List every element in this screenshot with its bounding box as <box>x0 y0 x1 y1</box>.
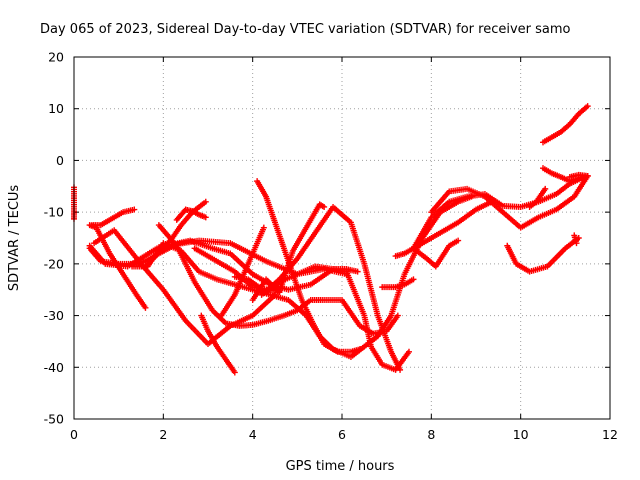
grid <box>74 57 610 419</box>
x-axis-label: GPS time / hours <box>286 459 395 474</box>
data-point <box>142 304 149 311</box>
data-point <box>260 224 267 231</box>
data-point <box>542 185 549 192</box>
data-point <box>202 198 209 205</box>
y-tick-label: -10 <box>44 205 64 220</box>
series-track-17 <box>392 197 497 260</box>
y-tick-label: 10 <box>48 101 64 116</box>
series-track-20 <box>410 175 584 252</box>
data-point <box>584 172 591 179</box>
y-tick-label: 20 <box>48 50 64 65</box>
series-track-9 <box>173 206 209 223</box>
y-tick-label: -40 <box>44 360 64 375</box>
data-point <box>356 346 363 353</box>
data-layer <box>71 103 591 376</box>
data-point <box>131 206 138 213</box>
series-track-27 <box>571 232 580 247</box>
data-point <box>202 214 209 221</box>
series-track-19 <box>410 237 462 270</box>
data-point <box>354 268 361 275</box>
chart-title: Day 065 of 2023, Sidereal Day-to-day VTE… <box>40 22 571 37</box>
data-point <box>321 203 328 210</box>
data-point <box>573 240 580 247</box>
data-point <box>584 103 591 110</box>
x-tick-label: 8 <box>427 427 435 442</box>
series-track-18 <box>379 276 417 291</box>
x-tick-label: 0 <box>70 427 78 442</box>
y-tick-label: -30 <box>44 308 64 323</box>
series-track-24 <box>540 103 591 146</box>
x-tick-label: 10 <box>513 427 529 442</box>
data-point <box>455 237 462 244</box>
series-track-21 <box>428 172 591 231</box>
axis-ticks: 0 2 4 6 8 10 12 -50 -40 -30 -20 -10 0 10 20 <box>44 50 618 443</box>
y-axis-label: SDTVAR / TECUs <box>7 185 22 292</box>
x-tick-label: 12 <box>602 427 618 442</box>
y-tick-label: -50 <box>44 412 64 427</box>
x-tick-label: 6 <box>338 427 346 442</box>
x-tick-label: 2 <box>159 427 167 442</box>
series-track-23 <box>526 185 549 210</box>
series-track-11 <box>198 312 238 376</box>
series-track-22 <box>504 235 582 275</box>
series-track-12 <box>218 224 267 319</box>
data-point <box>397 366 404 373</box>
data-point <box>410 276 417 283</box>
y-tick-label: -20 <box>44 256 64 271</box>
data-point <box>406 348 412 355</box>
data-point <box>231 369 238 376</box>
series-track-16 <box>258 203 404 373</box>
x-tick-label: 4 <box>249 427 257 442</box>
y-tick-label: 0 <box>56 153 64 168</box>
series-track-2 <box>88 206 138 229</box>
plot-frame <box>73 56 611 420</box>
data-point <box>394 312 401 319</box>
series-track-26 <box>566 171 591 180</box>
